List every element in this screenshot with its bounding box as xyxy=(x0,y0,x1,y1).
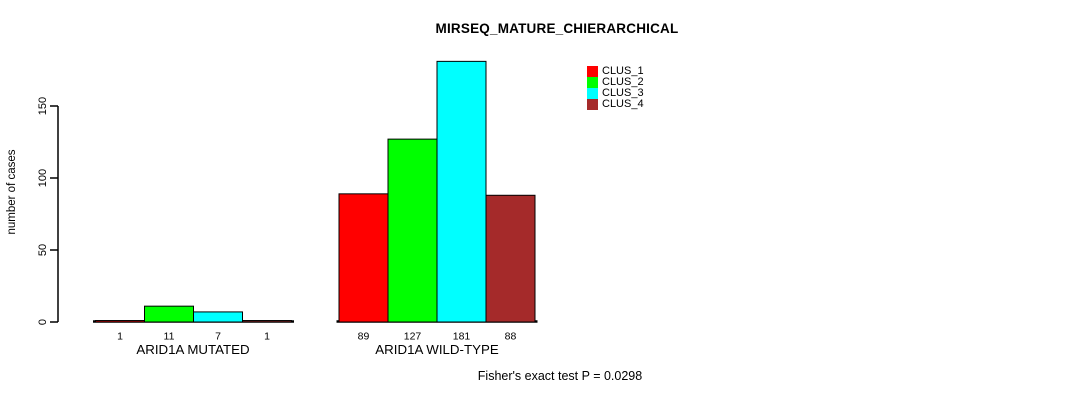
legend-item: CLUS_2 xyxy=(587,77,644,88)
bar-value-label: 7 xyxy=(215,331,221,343)
fisher-test-annotation: Fisher's exact test P = 0.0298 xyxy=(477,369,643,383)
bar-value-label: 1 xyxy=(117,331,123,343)
bar-clus-1-group-2 xyxy=(338,193,389,323)
bar-value-label: 88 xyxy=(505,331,517,343)
legend-item-label: CLUS_1 xyxy=(602,65,644,77)
legend-item: CLUS_3 xyxy=(587,88,644,99)
legend-item: CLUS_4 xyxy=(587,99,644,110)
bar-clus-4-group-2 xyxy=(485,194,536,323)
bar-value-label: 127 xyxy=(404,331,422,343)
legend-item-label: CLUS_3 xyxy=(602,87,644,99)
bar-clus-2-group-1 xyxy=(144,305,194,323)
x-group-label-arid1a-wild-type: ARID1A WILD-TYPE xyxy=(375,342,499,357)
bar-value-label: 89 xyxy=(358,331,370,343)
bar-value-label: 11 xyxy=(164,331,175,343)
bar-value-label: 181 xyxy=(453,331,471,343)
y-axis-tick-label: 100 xyxy=(37,169,49,187)
legend: CLUS_1 CLUS_2 CLUS_3 CLUS_4 xyxy=(587,66,644,110)
chart-title: MIRSEQ_MATURE_CHIERARCHICAL xyxy=(435,21,679,36)
y-axis-tick-label: 150 xyxy=(37,97,49,115)
legend-item-label: CLUS_2 xyxy=(602,76,644,88)
y-axis-label: number of cases xyxy=(6,149,18,235)
y-axis-tick-label: 0 xyxy=(37,319,49,325)
legend-swatch xyxy=(587,88,598,99)
bar-clus-2-group-2 xyxy=(387,138,438,323)
legend-item-label: CLUS_4 xyxy=(602,98,644,110)
bar-clus-3-group-1 xyxy=(193,311,243,323)
bar-value-label: 1 xyxy=(264,331,270,343)
legend-swatch xyxy=(587,99,598,110)
legend-swatch xyxy=(587,77,598,88)
y-axis-tick-label: 50 xyxy=(37,244,49,256)
legend-item: CLUS_1 xyxy=(587,66,644,77)
bar-clus-4-group-1 xyxy=(242,320,292,323)
bar-clus-3-group-2 xyxy=(436,60,487,323)
bar-clus-1-group-1 xyxy=(95,320,145,323)
legend-swatch xyxy=(587,66,598,77)
x-group-label-arid1a-mutated: ARID1A MUTATED xyxy=(136,342,250,357)
